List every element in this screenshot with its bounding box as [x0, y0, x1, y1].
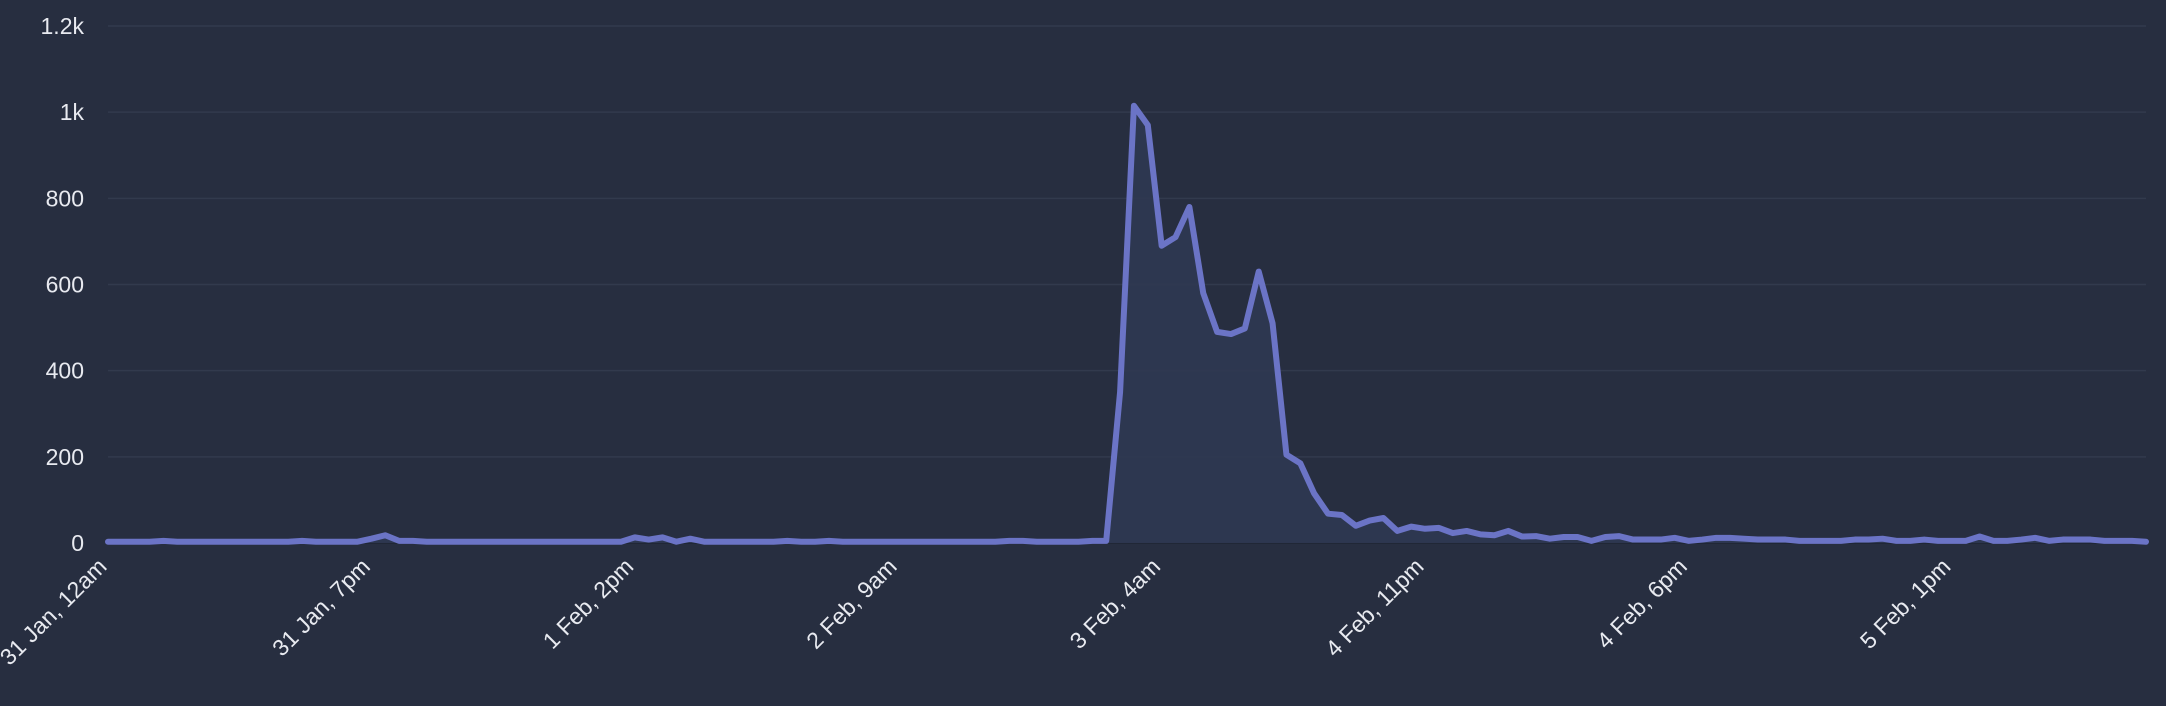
x-axis: 31 Jan, 12am 31 Jan, 7pm 1 Feb, 2pm 2 Feb, …: [0, 553, 1955, 670]
y-axis: 0 200 400 600 800 1k 1.2k: [41, 13, 85, 556]
y-tick-label: 0: [71, 530, 84, 556]
y-tick-label: 400: [46, 358, 84, 384]
y-tick-label: 600: [46, 272, 84, 298]
x-tick-label: 2 Feb, 9am: [801, 553, 902, 654]
x-tick-label: 5 Feb, 1pm: [1855, 553, 1956, 654]
x-tick-label: 4 Feb, 11pm: [1320, 553, 1428, 661]
x-tick-label: 3 Feb, 4am: [1065, 553, 1166, 654]
y-tick-label: 1k: [60, 99, 85, 125]
x-tick-label: 31 Jan, 12am: [0, 553, 112, 670]
y-tick-label: 200: [46, 444, 84, 470]
y-tick-label: 800: [46, 185, 84, 211]
x-tick-label: 4 Feb, 6pm: [1591, 553, 1692, 654]
x-tick-label: 31 Jan, 7pm: [267, 553, 375, 661]
series-area: [108, 105, 2146, 543]
series-line: [105, 102, 2149, 545]
y-tick-label: 1.2k: [41, 13, 85, 39]
x-tick-label: 1 Feb, 2pm: [538, 553, 639, 654]
series: [105, 102, 2149, 545]
